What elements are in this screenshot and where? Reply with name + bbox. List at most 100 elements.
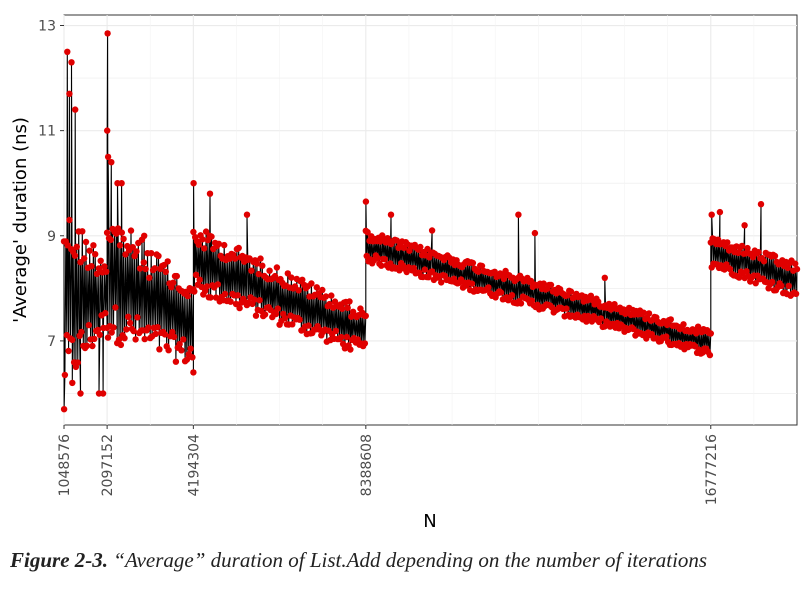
data-point (421, 266, 428, 273)
data-point (760, 258, 768, 265)
data-series (60, 30, 801, 413)
data-point (272, 310, 280, 318)
data-point (165, 347, 172, 354)
data-point (201, 245, 208, 252)
data-point (90, 242, 97, 249)
data-point (189, 354, 196, 361)
data-point (190, 228, 197, 236)
data-point (108, 329, 115, 336)
data-point (252, 312, 260, 319)
data-point (364, 229, 371, 236)
data-point (118, 229, 126, 236)
data-point (71, 252, 79, 259)
data-point (339, 305, 346, 312)
y-axis-ticks: 7 9 11 13 (38, 19, 64, 350)
data-point (251, 296, 258, 303)
data-point (141, 335, 148, 343)
data-point (736, 274, 743, 281)
y-tick-label: 11 (38, 124, 56, 140)
data-point (206, 190, 214, 197)
data-point (308, 280, 315, 287)
data-point (468, 280, 476, 287)
data-point (743, 268, 750, 275)
data-point (274, 305, 281, 312)
data-point (114, 225, 122, 232)
data-point (319, 286, 326, 294)
data-point (116, 242, 124, 249)
data-point (66, 90, 73, 98)
data-point (266, 267, 273, 274)
data-point (255, 270, 262, 278)
data-point (61, 371, 69, 379)
data-point (769, 278, 776, 286)
data-point (101, 263, 108, 270)
data-point (126, 319, 134, 327)
data-point (393, 237, 400, 244)
data-point (597, 315, 605, 322)
figure-caption: Figure 2-3. “Average” duration of List.A… (10, 547, 800, 574)
data-point (667, 316, 674, 323)
data-point (343, 333, 350, 341)
data-point (83, 342, 91, 349)
data-point (215, 240, 222, 247)
data-point (281, 314, 289, 322)
data-point (176, 340, 183, 348)
data-point (417, 243, 424, 251)
data-point (191, 288, 198, 295)
data-point (735, 249, 742, 257)
data-point (89, 342, 96, 350)
data-point (183, 356, 191, 363)
data-point (428, 227, 436, 234)
data-point (69, 336, 76, 344)
data-point (567, 288, 575, 295)
data-point (169, 328, 176, 336)
data-point (154, 324, 161, 331)
data-point (66, 216, 73, 224)
data-point (133, 248, 140, 255)
x-tick-label: 16777216 (704, 434, 720, 505)
data-point (381, 256, 389, 263)
data-point (744, 244, 751, 252)
data-point (86, 247, 93, 254)
data-point (663, 333, 670, 340)
data-point (99, 390, 107, 397)
data-point (236, 304, 243, 312)
data-point (601, 274, 608, 281)
data-point (347, 346, 354, 353)
data-point (553, 290, 560, 297)
data-point (184, 292, 191, 300)
data-point (547, 281, 555, 289)
data-point (305, 322, 312, 329)
data-point (140, 259, 147, 266)
data-point (132, 336, 139, 343)
data-point (195, 241, 202, 248)
caption-text: “Average” duration of List.Add depending… (113, 548, 708, 572)
data-point (120, 235, 127, 243)
data-point (68, 59, 75, 66)
data-point (72, 106, 79, 113)
data-point (299, 276, 306, 283)
x-tick-label: 4194304 (186, 434, 202, 496)
data-point (155, 252, 162, 260)
data-point (257, 255, 264, 262)
data-point (706, 351, 714, 359)
data-point (508, 292, 516, 299)
data-point (113, 230, 120, 237)
data-point (771, 252, 779, 260)
data-point (103, 268, 110, 275)
data-point (104, 334, 112, 341)
data-point (172, 358, 180, 365)
data-point (469, 259, 477, 267)
data-point (406, 247, 413, 254)
data-point (134, 314, 141, 321)
x-axis-ticks: 1048576 2097152 4194304 8388608 16777216 (57, 425, 720, 505)
data-point (88, 263, 95, 270)
data-point (129, 244, 136, 251)
data-point (152, 330, 159, 338)
data-point (583, 318, 590, 325)
x-axis-label: N (423, 511, 436, 532)
data-point (374, 254, 381, 262)
data-point (107, 236, 115, 243)
data-point (253, 260, 261, 267)
data-point (178, 347, 185, 354)
